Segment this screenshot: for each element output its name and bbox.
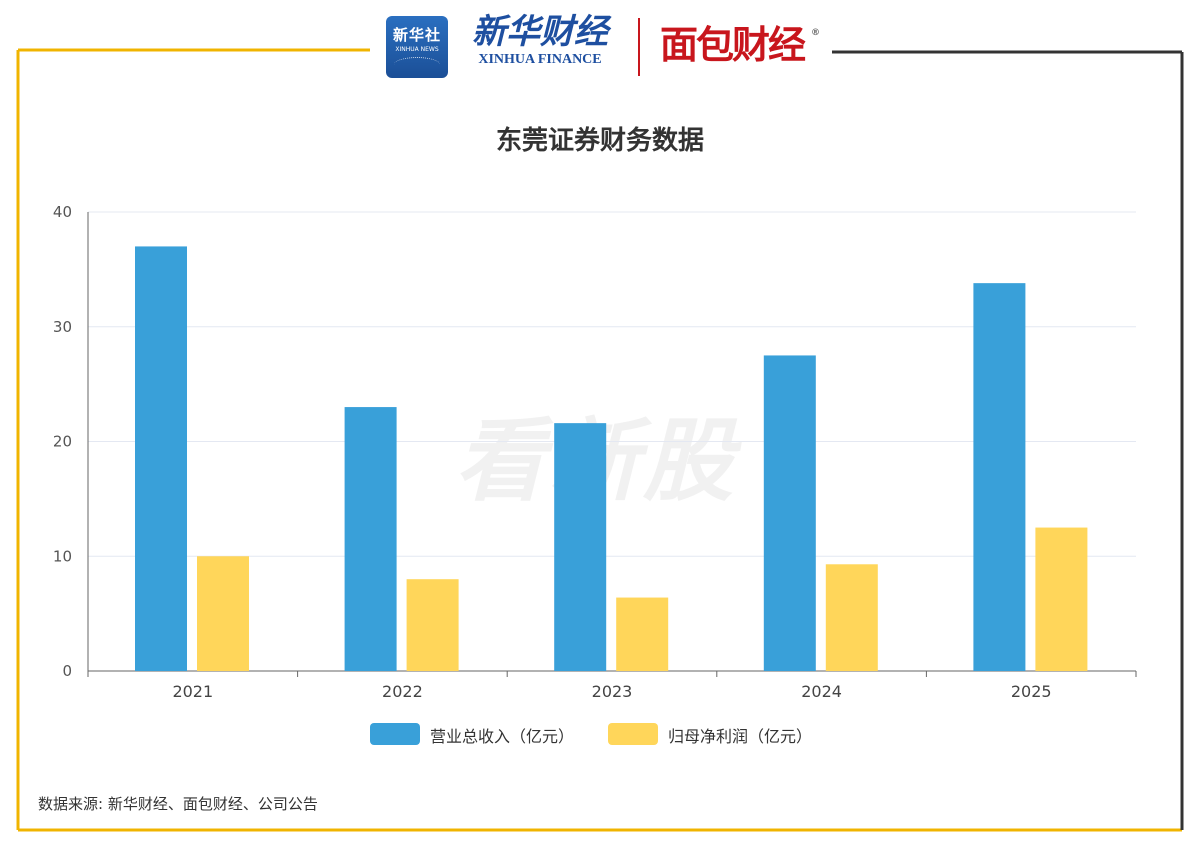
bar-profit-2025 xyxy=(1035,527,1088,671)
globe-network-icon xyxy=(394,57,440,72)
bar-revenue-2022 xyxy=(344,407,397,671)
registered-mark: ® xyxy=(811,28,820,38)
bar-revenue-2025 xyxy=(973,283,1026,671)
legend-swatch-revenue xyxy=(370,723,420,745)
data-source-note: 数据来源: 新华财经、面包财经、公司公告 xyxy=(38,795,318,813)
brand-header: 新华社 XINHUA NEWS 新华财经 XINHUA FINANCE 面包财经… xyxy=(380,8,820,84)
bar-revenue-2024 xyxy=(763,355,816,671)
bar-profit-2024 xyxy=(825,564,878,671)
y-tick-label-0: 0 xyxy=(62,662,72,680)
x-tick-label-2022: 2022 xyxy=(382,682,423,701)
y-tick-label-40: 40 xyxy=(53,203,72,221)
xinhua-finance-logo: 新华财经 XINHUA FINANCE xyxy=(460,10,620,82)
legend-label-revenue: 营业总收入（亿元） xyxy=(430,727,575,746)
logo-separator xyxy=(638,18,640,76)
xinhua-news-logo: 新华社 XINHUA NEWS xyxy=(386,16,448,78)
bar-profit-2023 xyxy=(616,597,669,671)
legend-label-profit: 归母净利润（亿元） xyxy=(668,727,813,746)
chart-title: 东莞证券财务数据 xyxy=(495,126,704,156)
bar-profit-2021 xyxy=(197,556,249,671)
x-tick-label-2025: 2025 xyxy=(1011,682,1052,701)
xinhua-finance-logo-cn: 新华财经 xyxy=(472,12,608,52)
legend-swatch-profit xyxy=(608,723,658,745)
x-tick-label-2024: 2024 xyxy=(801,682,842,701)
xinhua-news-logo-cn: 新华社 xyxy=(392,26,441,44)
x-tick-label-2023: 2023 xyxy=(592,682,633,701)
x-tick-label-2021: 2021 xyxy=(172,682,213,701)
mianbao-finance-logo: 面包财经 ® xyxy=(660,20,820,70)
bar-revenue-2021 xyxy=(135,246,187,672)
mianbao-finance-logo-text: 面包财经 xyxy=(660,23,806,67)
bar-profit-2022 xyxy=(406,579,459,671)
xinhua-news-logo-en: XINHUA NEWS xyxy=(395,46,439,53)
xinhua-finance-logo-en: XINHUA FINANCE xyxy=(478,52,602,67)
bar-revenue-2023 xyxy=(554,423,607,671)
y-tick-label-20: 20 xyxy=(53,433,72,451)
y-tick-label-30: 30 xyxy=(53,318,72,336)
y-tick-label-10: 10 xyxy=(53,547,72,565)
